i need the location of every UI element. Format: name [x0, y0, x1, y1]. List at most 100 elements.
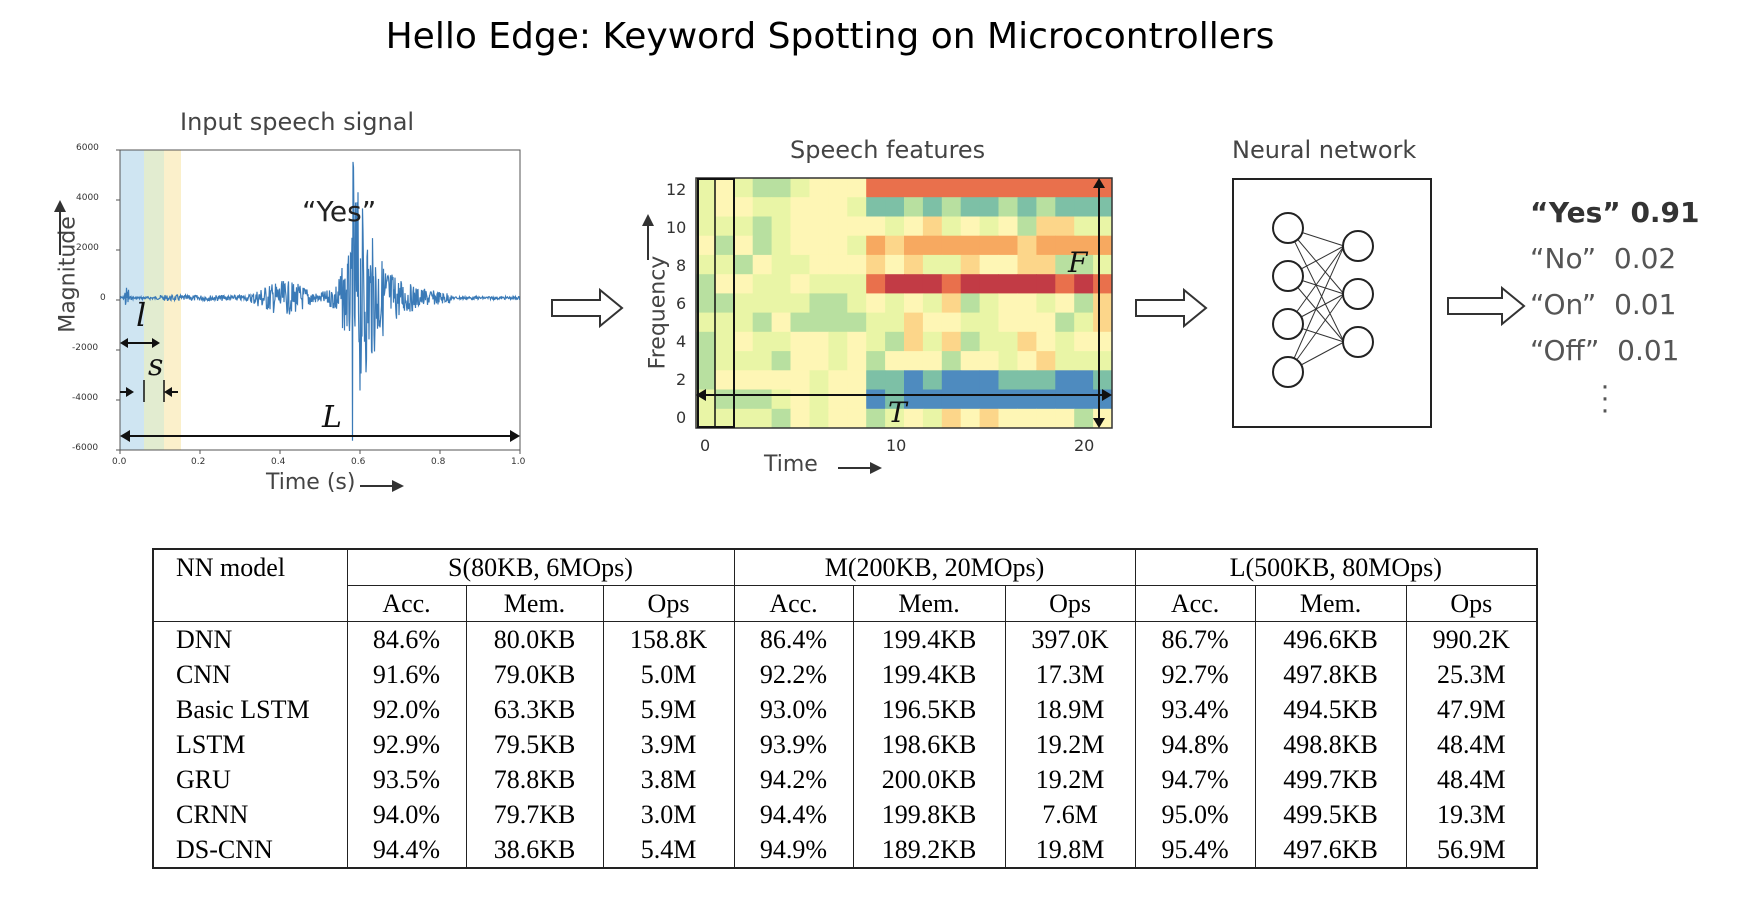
table-cell: 3.8M	[602, 762, 735, 797]
heatmap-cell	[809, 331, 829, 352]
heatmap-cell	[733, 235, 754, 256]
heatmap-cell	[922, 351, 943, 371]
heatmap-cell	[809, 408, 829, 429]
heatmap-cell	[847, 235, 867, 256]
table-cell: 94.4%	[733, 797, 854, 832]
heatmap-cell	[714, 408, 735, 429]
heatmap-cell	[941, 389, 962, 410]
heatmap-cell	[847, 312, 867, 333]
heatmap-cell	[771, 312, 791, 333]
output-score-row: “Yes” 0.91	[1530, 196, 1700, 229]
heatmap-cell	[941, 351, 962, 371]
heatmap-cell	[904, 351, 924, 371]
table-cell: 200.0KB	[852, 762, 1006, 797]
heatmap-cell	[790, 389, 810, 410]
features-xtick: 10	[886, 436, 907, 455]
table-cell: 93.0%	[733, 692, 854, 727]
heatmap-cell	[714, 197, 735, 217]
heatmap-cell	[714, 178, 735, 198]
table-cell: 94.8%	[1134, 727, 1256, 762]
arrow-head-icon	[1093, 418, 1105, 428]
table-row: GRU 93.5% 78.8KB 3.8M 94.2% 200.0KB 19.2M 94.7%…	[153, 762, 1538, 797]
heatmap-cell	[1055, 178, 1075, 198]
waveform-ytick: -6000	[72, 443, 99, 453]
heatmap-cell	[752, 274, 773, 294]
heatmap-cell	[828, 216, 848, 237]
heatmap-cell	[1093, 235, 1113, 256]
table-cell: 47.9M	[1405, 692, 1538, 727]
heatmap-cell	[696, 312, 716, 333]
heatmap-cell	[771, 216, 791, 237]
heatmap-cell	[1036, 274, 1056, 294]
model-name-cell: DS-CNN	[176, 834, 273, 864]
up-arrow-icon	[54, 200, 66, 255]
table-cell: 92.9%	[346, 727, 466, 762]
heatmap-cell	[979, 197, 999, 217]
heatmap-cell	[1055, 408, 1075, 429]
table-cell: 92.2%	[733, 657, 854, 692]
features-ytick: 6	[676, 294, 687, 313]
heatmap-cell	[1036, 331, 1056, 352]
model-column-header: NN model	[176, 552, 286, 582]
heatmap-cell	[979, 178, 999, 198]
heatmap-cell	[847, 331, 867, 352]
heatmap-cell	[790, 351, 810, 371]
heatmap-cell	[922, 235, 943, 256]
heatmap-cell	[885, 274, 905, 294]
heatmap-cell	[714, 293, 735, 314]
heatmap-cell	[1036, 235, 1056, 256]
heatmap-cell	[771, 274, 791, 294]
table-row: DS-CNN 94.4% 38.6KB 5.4M 94.9% 189.2KB 19.8M 95…	[153, 832, 1538, 868]
heatmap-cell	[847, 254, 867, 275]
page-title: Hello Edge: Keyword Spotting on Microcon…	[385, 16, 1275, 57]
output-keyword: “Yes”	[1530, 196, 1621, 229]
heatmap-frame	[695, 177, 1113, 429]
heatmap-cell	[1036, 389, 1056, 410]
heatmap-cell	[828, 254, 848, 275]
heatmap-cell	[696, 408, 716, 429]
heatmap-cell	[1074, 312, 1094, 333]
heatmap-cell	[1017, 216, 1037, 237]
heatmap-cell	[714, 216, 735, 237]
heatmap-cell	[960, 178, 981, 198]
heatmap-cell	[733, 370, 754, 390]
heatmap-cell	[979, 293, 999, 314]
arrow-head-icon	[120, 430, 130, 442]
table-cell: 499.5KB	[1254, 797, 1407, 832]
heatmap-cell	[733, 312, 754, 333]
table-cell: 496.6KB	[1254, 621, 1407, 657]
heatmap-cell	[771, 235, 791, 256]
heatmap-cell	[790, 408, 810, 429]
heatmap-cell	[1093, 274, 1113, 294]
more-outputs-ellipsis-icon: · · ·	[1600, 369, 1610, 426]
heatmap-cell	[866, 331, 886, 352]
heatmap-cell	[790, 331, 810, 352]
heatmap-cell	[1093, 254, 1113, 275]
heatmap-cell	[733, 408, 754, 429]
output-node	[1342, 230, 1374, 262]
table-cell: 990.2K	[1405, 621, 1538, 657]
arrow-head-icon	[696, 389, 706, 401]
table-cell: 19.2M	[1004, 762, 1136, 797]
heatmap-cell	[752, 370, 773, 390]
table-cell: 25.3M	[1405, 657, 1538, 692]
heatmap-cell	[1093, 216, 1113, 237]
heatmap-cell	[809, 197, 829, 217]
table-cell: 48.4M	[1405, 762, 1538, 797]
features-xtick: 0	[700, 436, 711, 455]
symbol-T: T	[888, 396, 907, 429]
table-cell: 19.2M	[1004, 727, 1136, 762]
features-ytick: 2	[676, 370, 687, 389]
output-keyword: “On”	[1530, 288, 1597, 321]
heatmap-cell	[1017, 178, 1037, 198]
table-body: DNN 84.6% 80.0KB 158.8K 86.4% 199.4KB 397.0K 86…	[153, 621, 1538, 868]
waveform-xtick: 0.2	[191, 457, 206, 467]
table-cell: 397.0K	[1004, 621, 1136, 657]
table-cell: 78.8KB	[465, 762, 603, 797]
heatmap-cell	[1036, 254, 1056, 275]
model-name-cell: LSTM	[176, 729, 246, 759]
heatmap-cell	[941, 178, 962, 198]
heatmap-cell	[752, 312, 773, 333]
heatmap-cell	[941, 274, 962, 294]
heatmap-cell	[696, 370, 716, 390]
